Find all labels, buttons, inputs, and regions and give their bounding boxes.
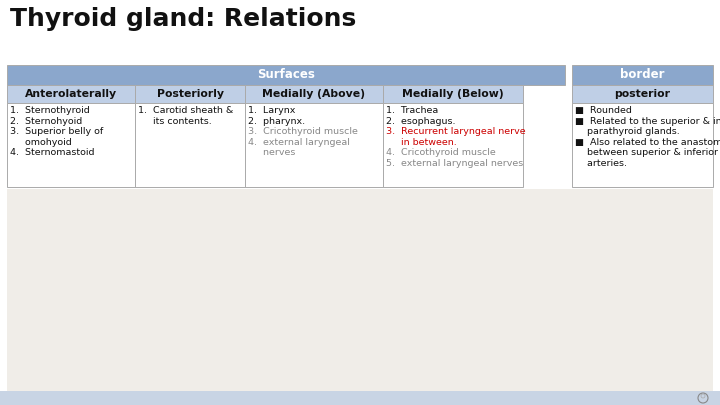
Bar xyxy=(135,103,245,187)
Text: Posteriorly: Posteriorly xyxy=(156,89,223,99)
Text: ■  Rounded: ■ Rounded xyxy=(575,106,632,115)
Text: 3.  Superior belly of
     omohyoid: 3. Superior belly of omohyoid xyxy=(10,127,103,147)
Text: 3.  Recurrent laryngeal nerve
     in between.: 3. Recurrent laryngeal nerve in between. xyxy=(386,127,526,147)
Bar xyxy=(572,65,713,85)
Bar xyxy=(383,103,523,187)
Text: Medially (Below): Medially (Below) xyxy=(402,89,504,99)
Text: ■  Related to the superior & inferior
    parathyroid glands.: ■ Related to the superior & inferior par… xyxy=(575,117,720,136)
Text: 4.  Cricothyroid muscle: 4. Cricothyroid muscle xyxy=(386,148,496,157)
Bar xyxy=(7,189,713,391)
Text: 1.  Sternothyroid: 1. Sternothyroid xyxy=(10,106,90,115)
Text: 4.  external laryngeal
     nerves: 4. external laryngeal nerves xyxy=(248,138,350,158)
Text: border: border xyxy=(620,68,665,81)
Bar xyxy=(0,391,720,405)
Bar xyxy=(572,85,713,103)
Text: 3.  Cricothyroid muscle: 3. Cricothyroid muscle xyxy=(248,127,358,136)
Text: 2.  Sternohyoid: 2. Sternohyoid xyxy=(10,117,82,126)
Text: 1.  Carotid sheath &
     its contents.: 1. Carotid sheath & its contents. xyxy=(138,106,233,126)
Bar xyxy=(572,103,713,187)
Bar xyxy=(135,85,245,103)
Text: 4.  Sternomastoid: 4. Sternomastoid xyxy=(10,148,94,157)
Bar xyxy=(477,189,713,391)
Text: Surfaces: Surfaces xyxy=(257,68,315,81)
Bar xyxy=(245,85,383,103)
Bar xyxy=(7,65,565,85)
Text: Thyroid gland: Relations: Thyroid gland: Relations xyxy=(10,7,356,31)
Text: Anterolaterally: Anterolaterally xyxy=(25,89,117,99)
Bar xyxy=(383,85,523,103)
Text: 1.  Trachea: 1. Trachea xyxy=(386,106,438,115)
Bar xyxy=(243,189,477,391)
Bar xyxy=(7,103,135,187)
Bar xyxy=(7,189,243,391)
Text: 2.  pharynx.: 2. pharynx. xyxy=(248,117,305,126)
Text: ■  Also related to the anastomosis
    between superior & inferior thyroid
    a: ■ Also related to the anastomosis betwee… xyxy=(575,138,720,168)
Text: 5.  external laryngeal nerves: 5. external laryngeal nerves xyxy=(386,159,523,168)
Text: 2.  esophagus.: 2. esophagus. xyxy=(386,117,456,126)
Bar xyxy=(245,103,383,187)
Bar xyxy=(7,85,135,103)
Text: Medially (Above): Medially (Above) xyxy=(263,89,366,99)
Text: 1.  Larynx: 1. Larynx xyxy=(248,106,295,115)
Text: posterior: posterior xyxy=(614,89,670,99)
